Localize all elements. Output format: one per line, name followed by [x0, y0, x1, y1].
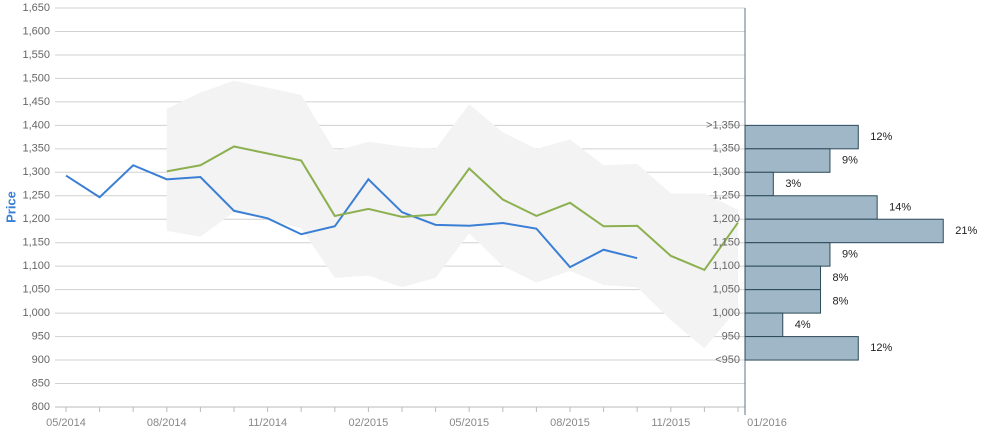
- histogram-bar: [744, 124, 859, 150]
- y-tick-label: 1,550: [22, 49, 50, 61]
- y-tick-label: 1,150: [22, 237, 50, 249]
- bar-value-label: 12%: [870, 131, 892, 143]
- bin-label: 1,050: [712, 284, 740, 296]
- bin-label: 1,300: [712, 166, 740, 178]
- bin-label: 1,100: [712, 260, 740, 272]
- x-tick-label: 01/2016: [747, 417, 787, 429]
- bar-value-label: 21%: [955, 225, 977, 237]
- y-tick-label: 1,100: [22, 260, 50, 272]
- y-tick-label: 900: [32, 354, 50, 366]
- line-series: [65, 164, 638, 269]
- x-tick-label: 05/2015: [449, 417, 489, 429]
- bar-value-label: 14%: [889, 201, 911, 213]
- bin-label: <950: [715, 354, 740, 366]
- y-tick-label: 1,200: [22, 213, 50, 225]
- bin-label: 1,350: [712, 143, 740, 155]
- bin-label: >1,350: [706, 119, 740, 131]
- bin-label: 1,000: [712, 307, 740, 319]
- bin-label: 1,200: [712, 213, 740, 225]
- bar-value-label: 3%: [785, 178, 801, 190]
- y-tick-label: 1,350: [22, 143, 50, 155]
- histogram-bar: [744, 242, 831, 267]
- y-tick-label: 1,600: [22, 25, 50, 37]
- y-tick-label: 850: [32, 377, 50, 389]
- histogram-bar: [744, 218, 944, 244]
- histogram-bar: [744, 312, 784, 338]
- y-tick-label: 1,400: [22, 119, 50, 131]
- histogram-bar: [744, 289, 822, 314]
- line-series: [166, 145, 739, 272]
- y-tick-label: 1,650: [22, 2, 50, 14]
- y-tick-label: 1,000: [22, 307, 50, 319]
- bar-value-label: 8%: [833, 295, 849, 307]
- bin-label: 1,150: [712, 237, 740, 249]
- bar-value-label: 8%: [833, 272, 849, 284]
- bar-value-label: 9%: [842, 248, 858, 260]
- x-tick-label: 08/2014: [147, 417, 187, 429]
- bar-value-label: 4%: [795, 319, 811, 331]
- y-axis-title: Price: [3, 191, 18, 223]
- x-tick-label: 02/2015: [349, 417, 389, 429]
- y-tick-label: 1,500: [22, 72, 50, 84]
- y-tick-label: 1,300: [22, 166, 50, 178]
- histogram-bar: [744, 336, 859, 361]
- histogram-bar: [744, 148, 831, 173]
- y-tick-label: 1,250: [22, 190, 50, 202]
- forecast-band: [166, 80, 739, 349]
- x-tick-label: 08/2015: [550, 417, 590, 429]
- bar-value-label: 12%: [870, 342, 892, 354]
- bin-label: 950: [722, 330, 740, 342]
- bin-label: 1,250: [712, 190, 740, 202]
- bar-value-label: 9%: [842, 154, 858, 166]
- x-tick-label: 05/2014: [46, 417, 86, 429]
- histogram-bar: [744, 265, 822, 291]
- y-tick-label: 1,450: [22, 96, 50, 108]
- histogram-bar: [744, 171, 774, 197]
- x-tick-label: 11/2015: [651, 417, 690, 429]
- y-tick-label: 800: [32, 401, 50, 413]
- y-tick-label: 1,050: [22, 284, 50, 296]
- x-tick-label: 11/2014: [248, 417, 287, 429]
- histogram-bar: [744, 195, 878, 220]
- y-tick-label: 950: [32, 330, 50, 342]
